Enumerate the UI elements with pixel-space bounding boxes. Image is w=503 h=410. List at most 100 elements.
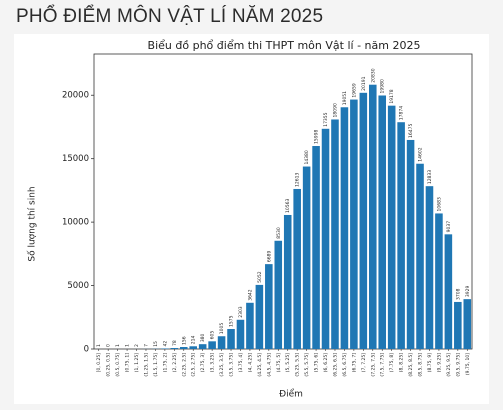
value-label: 42 <box>162 341 168 347</box>
bar <box>331 119 339 349</box>
bar <box>368 84 377 349</box>
value-label: 15998 <box>314 130 320 144</box>
x-tick-label: (3.75, 4] <box>238 353 244 372</box>
value-label: 1 <box>125 344 131 347</box>
value-label: 9037 <box>446 221 452 233</box>
x-tick-label: (4.75, 5] <box>276 353 282 372</box>
x-tick-label: (2, 2.25] <box>172 353 178 372</box>
value-label: 10563 <box>285 199 291 213</box>
bar <box>340 107 349 349</box>
value-label: 14602 <box>418 147 424 161</box>
value-label: 7 <box>143 344 149 347</box>
bar <box>387 105 396 350</box>
bar <box>170 348 179 349</box>
x-tick-label: (0.75, 1] <box>125 353 131 372</box>
bar <box>246 302 254 349</box>
bar <box>435 213 443 349</box>
value-label: 12833 <box>427 170 433 184</box>
plot-frame <box>93 53 473 350</box>
value-label: 2 <box>134 344 140 347</box>
x-tick-label: [0, 0.25] <box>96 353 102 372</box>
bar <box>463 299 472 349</box>
bar <box>189 346 198 349</box>
value-label: 19051 <box>342 91 348 105</box>
y-axis-label: Số lượng thí sinh <box>27 186 38 261</box>
x-tick-label: (9.5, 9.75] <box>455 353 461 377</box>
bar <box>359 92 368 350</box>
x-tick-label: (3.5, 3.75] <box>229 353 235 377</box>
bar <box>293 188 301 349</box>
y-tick-label: 20000 <box>62 91 89 101</box>
value-label: 19659 <box>351 83 357 97</box>
x-tick-label: (8.5, 8.75] <box>418 353 424 377</box>
x-tick-label: (9.25, 9.5] <box>446 353 452 377</box>
value-label: 19980 <box>380 79 386 93</box>
x-tick-label: (7.5, 7.75] <box>380 353 386 377</box>
x-tick-label: (3, 3.25] <box>210 353 216 372</box>
value-label: 1 <box>96 344 102 347</box>
bar <box>236 319 245 349</box>
value-label: 0 <box>106 344 112 347</box>
value-label: 20830 <box>370 68 376 82</box>
y-tick-label: 5000 <box>67 281 89 291</box>
value-label: 16475 <box>408 124 414 138</box>
value-label: 15 <box>153 341 159 347</box>
value-label: 214 <box>191 336 197 345</box>
bar <box>350 99 358 349</box>
value-label: 5052 <box>257 271 263 283</box>
value-label: 2303 <box>238 306 244 318</box>
x-tick-label: (6.75, 7] <box>351 353 357 372</box>
value-label: 6689 <box>266 251 272 263</box>
x-tick-label: (5.5, 5.75] <box>304 353 310 377</box>
bar <box>274 240 283 349</box>
x-tick-label: (0.5, 0.75] <box>115 353 121 377</box>
bar <box>378 95 387 349</box>
value-label: 3708 <box>455 288 461 300</box>
x-tick-label: (6, 6.25] <box>323 353 329 372</box>
value-label: 1575 <box>229 315 235 327</box>
bar <box>302 166 311 349</box>
x-tick-label: (1.5, 1.75] <box>153 353 159 377</box>
bar <box>425 186 434 349</box>
x-tick-label: (8, 8.25] <box>399 353 405 372</box>
value-label: 19178 <box>389 89 395 103</box>
bar <box>312 146 320 349</box>
x-tick-label: (7.25, 7.5] <box>370 353 376 377</box>
value-label: 10683 <box>436 197 442 211</box>
x-tick-label: (8.25, 8.5] <box>408 353 414 377</box>
value-label: 17355 <box>323 112 329 126</box>
x-tick-label: (0.25, 0.5] <box>106 353 112 377</box>
x-tick-label: (4, 4.25] <box>247 353 253 372</box>
x-tick-label: (3.25, 3.5] <box>219 353 225 377</box>
bar <box>255 284 264 349</box>
y-tick-label: 10000 <box>62 218 89 228</box>
value-label: 605 <box>210 331 216 340</box>
x-tick-label: (4.25, 4.5] <box>257 353 263 377</box>
value-label: 20191 <box>361 76 367 90</box>
chart: Biểu đồ phổ điểm thi THPT môn Vật lí - n… <box>14 34 489 404</box>
x-tick-label: (5.75, 6] <box>314 353 320 372</box>
value-label: 1 <box>115 344 121 347</box>
value-label: 78 <box>172 340 178 346</box>
bar <box>198 344 207 349</box>
y-tick-label: 15000 <box>62 154 89 164</box>
bar <box>179 347 188 349</box>
page-title: PHỔ ĐIỂM MÔN VẬT LÍ NĂM 2025 <box>16 6 324 27</box>
value-label: 12613 <box>295 173 301 187</box>
x-tick-label: (2.5, 2.75] <box>191 353 197 377</box>
value-label: 3642 <box>247 289 253 301</box>
bar <box>161 348 169 349</box>
bar <box>444 234 453 349</box>
bar <box>406 139 415 349</box>
bar <box>397 122 405 350</box>
bar <box>265 264 273 349</box>
value-label: 3929 <box>465 286 471 298</box>
bar <box>283 214 292 349</box>
x-tick-label: (5.25, 5.5] <box>295 353 301 377</box>
x-tick-label: (5, 5.25] <box>285 353 291 372</box>
value-label: 1005 <box>219 323 225 335</box>
x-tick-label: (9.75, 10] <box>465 353 471 375</box>
value-label: 156 <box>181 336 187 345</box>
value-label: 18090 <box>332 103 338 117</box>
